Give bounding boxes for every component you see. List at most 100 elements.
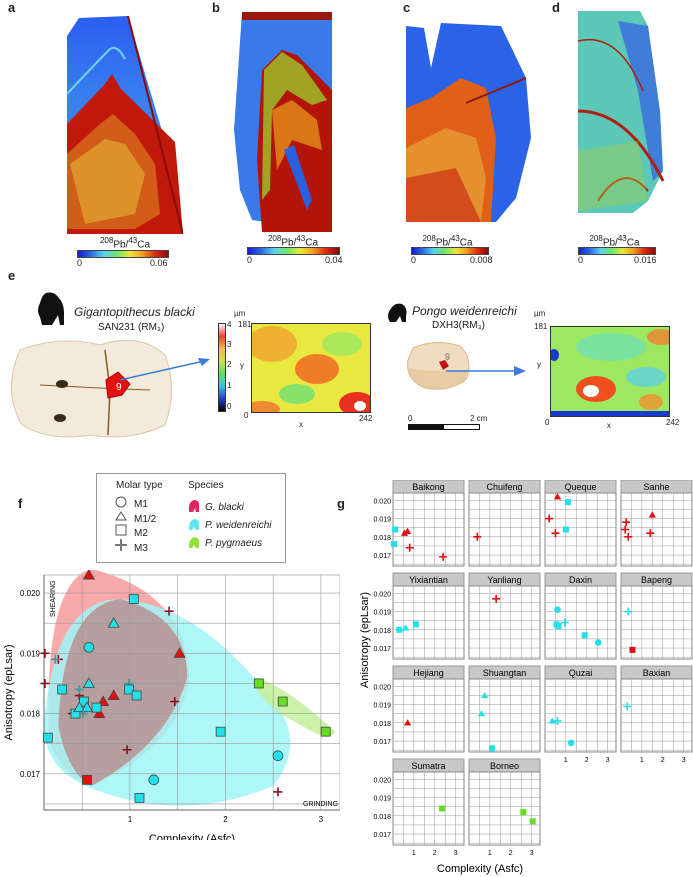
scale-bar-end: 2 cm (470, 414, 488, 423)
x-tick-label: 2 (509, 850, 513, 857)
y-tick-label: 0.019 (373, 610, 391, 617)
facet-title-daxin: Daxin (569, 575, 592, 585)
facet-title-sumatra: Sumatra (411, 761, 445, 771)
surface-ymax-left: 181 (238, 320, 252, 329)
legend-molar-symbols (115, 496, 127, 551)
data-point-g-blacki (40, 648, 50, 658)
data-point-g-blacki (82, 774, 92, 785)
colorbar-d (578, 247, 656, 255)
data-point-p-weidenreichi (50, 654, 60, 664)
x-tick-label: 2 (433, 850, 437, 857)
data-point-sanhe (622, 518, 631, 527)
data-point-p-weidenreichi (124, 684, 134, 695)
data-point-queque (551, 529, 560, 538)
x-tick-label: 2 (223, 815, 228, 824)
species-name-g-blacki: Gigantopithecus blacki (74, 305, 195, 319)
species-name-p-weidenreichi: Pongo weidenreichi (412, 304, 517, 318)
legend-species-p-weidenreichi: P. weidenreichi (205, 520, 272, 531)
data-point-p-weidenreichi (128, 594, 139, 605)
panel-letter-d: d (552, 0, 560, 15)
colorbar-max-a: 0.06 (150, 258, 168, 268)
legend-species-title: Species (188, 480, 224, 491)
height-scale-tick: 1 (227, 381, 232, 390)
y-tick-label: 0.018 (373, 814, 391, 821)
facet-panel (620, 585, 693, 660)
colorbar-label-c: 208Pb/43Ca (422, 234, 473, 249)
facet-panel (468, 585, 541, 660)
data-point-baikong (392, 526, 399, 533)
surface-ylabel-left: y (240, 361, 244, 370)
legend-species-g-blacki: G. blacki (205, 502, 244, 513)
data-point-g-blacki (82, 570, 95, 580)
data-point-quzai (548, 717, 556, 724)
panel-letter-f: f (18, 496, 23, 511)
x-axis-label: Complexity (Asfc) (437, 863, 523, 875)
data-point-daxin (560, 618, 569, 627)
colorbar-min-a: 0 (77, 258, 83, 268)
surface-map-right (550, 326, 670, 417)
arrow-left-icon (119, 358, 210, 381)
data-point-yanliang (492, 594, 501, 603)
colorbar-min-c: 0 (411, 255, 417, 265)
data-point-sanhe (621, 525, 630, 534)
colorbar-a (77, 250, 169, 258)
data-point-borneo (529, 818, 536, 825)
y-tick-label: 0.020 (20, 589, 41, 598)
data-point-queque (562, 526, 569, 533)
arrow-right-icon (446, 366, 526, 376)
facet-title-borneo: Borneo (490, 761, 519, 771)
x-tick-label: 1 (128, 815, 133, 824)
colorbar-label-a: 208Pb/43Ca (99, 236, 151, 251)
data-point-bapeng (629, 646, 636, 653)
colorbar-b (247, 247, 340, 255)
data-point-daxin (554, 606, 561, 614)
y-axis-label: Anisotropy (epLsar) (3, 645, 15, 741)
y-tick-label: 0.018 (373, 535, 391, 542)
data-point-bapeng (624, 607, 633, 616)
y-tick-label: 0.020 (373, 591, 391, 598)
data-point-hejiang (404, 719, 412, 726)
colorbar-c (411, 247, 489, 255)
facet-panel (544, 678, 617, 753)
data-point-p-weidenreichi (215, 726, 226, 737)
facet-title-shuangtan: Shuangtan (483, 668, 527, 678)
facet-title-sanhe: Sanhe (643, 482, 669, 492)
colorbar-min-d: 0 (578, 255, 584, 265)
x-tick-label: 2 (661, 757, 665, 764)
surface-xlabel-right: x (607, 421, 611, 430)
legend-species-p-pygmaeus: P. pygmaeus (205, 538, 263, 549)
panel-letter-e: e (8, 268, 16, 283)
data-point-g-blacki (122, 745, 132, 755)
colorbar-max-c: 0.008 (470, 255, 493, 265)
p-pygmaeus-silhouette-icon (189, 537, 200, 548)
x-tick-label: 3 (606, 757, 610, 764)
gorilla-silhouette-icon (38, 292, 64, 325)
data-point-p-weidenreichi (78, 709, 88, 719)
data-point-p-weidenreichi (148, 774, 160, 786)
y-axis-label: Anisotropy (epLsar) (359, 592, 371, 688)
data-point-g-blacki (107, 689, 120, 700)
data-point-p-weidenreichi (272, 750, 284, 762)
data-point-daxin (581, 632, 588, 639)
data-point-baikong (405, 543, 414, 552)
legend-molar-title: Molar type (116, 480, 163, 491)
plus-symbol-icon (115, 539, 127, 551)
y-tick-label: 0.020 (373, 777, 391, 784)
data-point-daxin (594, 639, 602, 646)
g-blacki-silhouette-icon (188, 500, 200, 512)
tooth-image-g-blacki: 9 (11, 339, 172, 438)
surface-ymax-right: 181 (534, 322, 548, 331)
data-point-p-weidenreichi (79, 696, 90, 707)
facet-title-yixiantian: Yixiantian (409, 575, 448, 585)
legend-molar-m2: M2 (134, 528, 148, 539)
data-point-borneo (520, 809, 527, 816)
x-tick-label: 3 (530, 850, 534, 857)
data-point-p-weidenreichi (134, 793, 145, 803)
data-point-g-blacki (173, 647, 186, 658)
colorbar-label-d: 208Pb/43Ca (589, 234, 640, 249)
specimen-id-dxh3: DXH3(RM₃) (432, 320, 485, 331)
data-point-p-pygmaeus (320, 726, 331, 737)
surface-ylabel-right: y (537, 360, 541, 369)
x-tick-label: 2 (585, 757, 589, 764)
tooth-image-p-weidenreichi: 9 (407, 342, 470, 390)
